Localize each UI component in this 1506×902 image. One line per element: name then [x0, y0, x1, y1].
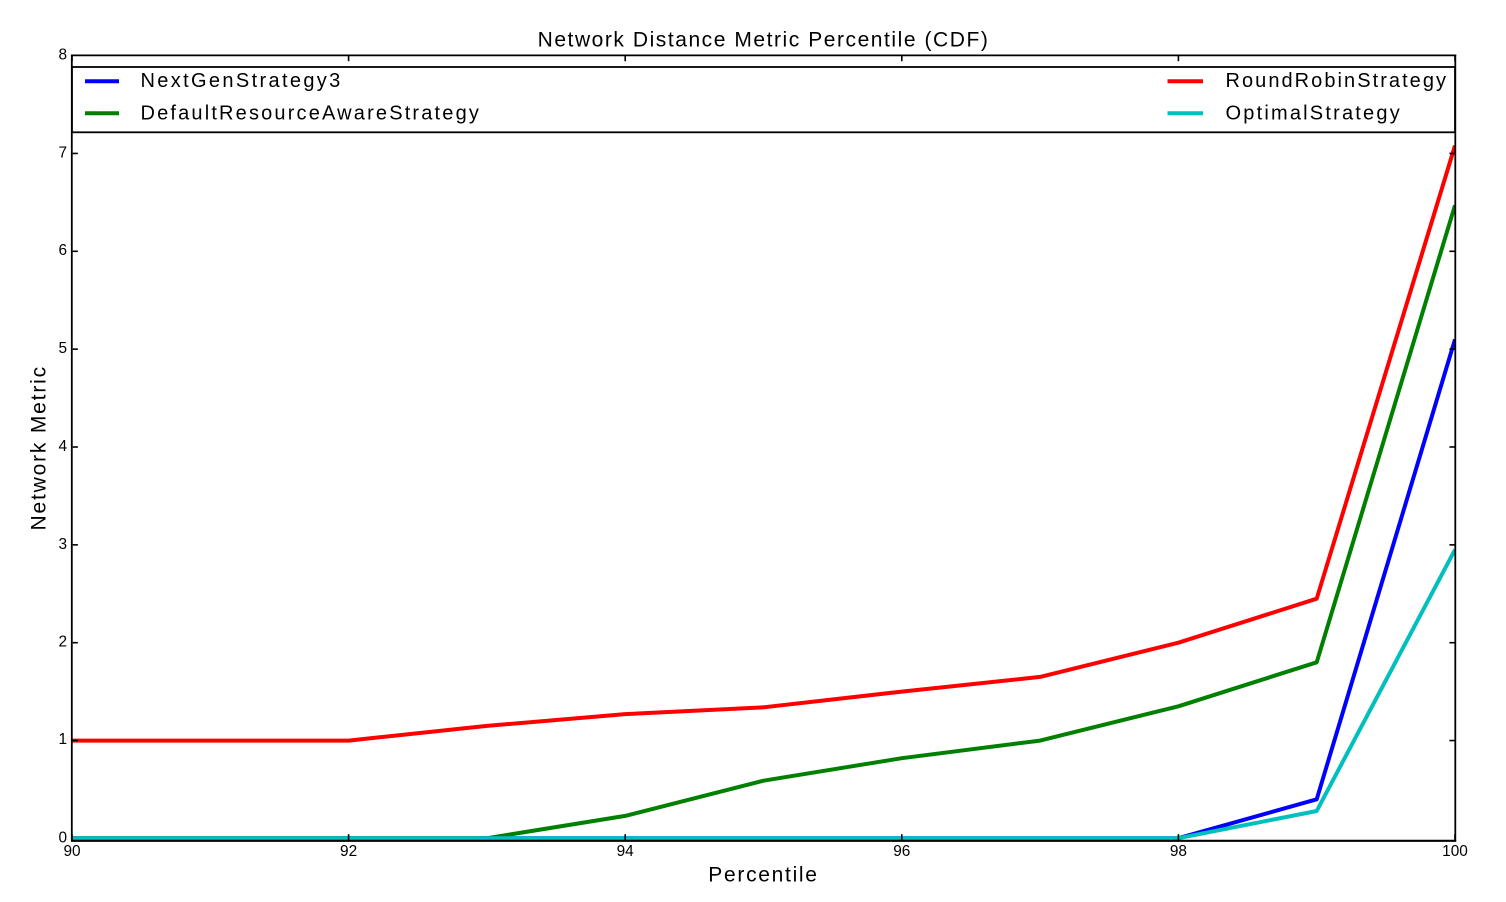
svg-text:Percentile: Percentile — [708, 863, 818, 886]
svg-text:3: 3 — [58, 536, 67, 553]
svg-text:0: 0 — [58, 829, 67, 846]
svg-text:Network Distance Metric Percen: Network Distance Metric Percentile (CDF) — [538, 29, 990, 52]
svg-text:96: 96 — [893, 843, 910, 860]
svg-text:2: 2 — [58, 634, 67, 651]
svg-text:RoundRobinStrategy: RoundRobinStrategy — [1226, 70, 1449, 92]
svg-text:OptimalStrategy: OptimalStrategy — [1226, 102, 1402, 124]
svg-text:6: 6 — [58, 242, 67, 259]
svg-text:NextGenStrategy3: NextGenStrategy3 — [141, 70, 343, 92]
svg-text:100: 100 — [1442, 843, 1468, 860]
svg-text:8: 8 — [58, 46, 67, 63]
svg-text:7: 7 — [58, 144, 67, 161]
svg-text:94: 94 — [617, 843, 635, 860]
svg-text:90: 90 — [63, 843, 80, 860]
svg-text:1: 1 — [58, 731, 67, 748]
svg-text:92: 92 — [340, 843, 357, 860]
svg-text:5: 5 — [58, 340, 67, 357]
svg-text:Network Metric: Network Metric — [27, 365, 50, 531]
svg-text:4: 4 — [58, 438, 67, 455]
svg-text:98: 98 — [1170, 843, 1187, 860]
svg-text:DefaultResourceAwareStrategy: DefaultResourceAwareStrategy — [141, 102, 482, 124]
